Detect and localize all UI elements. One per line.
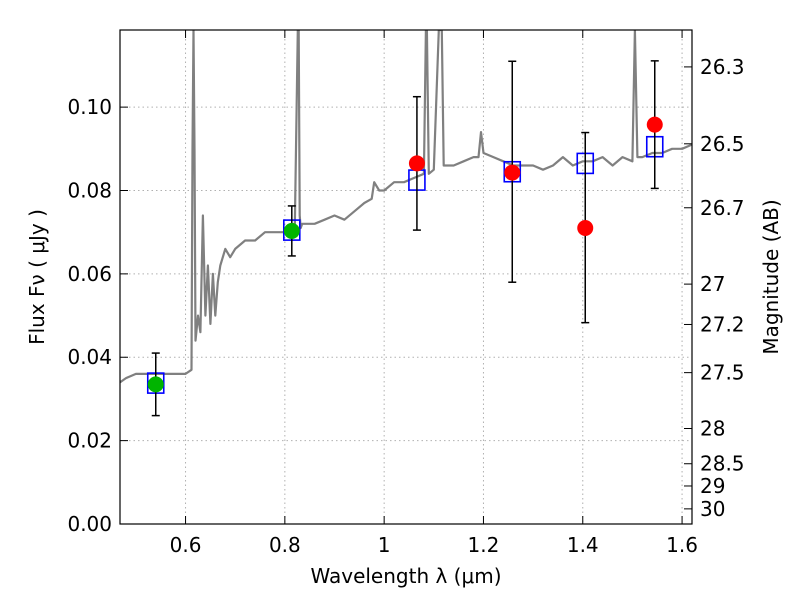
red-point (646, 116, 663, 133)
axis-layer: 0.6 0.8 1 1.2 1.4 1.6 0.00 0.02 0.04 0.06 0.08 0.10… (67, 30, 745, 557)
red-point (504, 164, 521, 181)
plot-frame (119, 29, 693, 525)
y-tick-label: 0.10 (67, 95, 112, 119)
x-tick-label: 0.8 (269, 533, 301, 557)
y-tick-label: 0.08 (67, 178, 112, 202)
grid-layer (120, 30, 692, 525)
model-spectrum-line (120, 30, 692, 384)
y-tick-label: 0.04 (67, 345, 112, 369)
marker-layer (146, 60, 664, 417)
magnitude-tick-label: 26.7 (700, 196, 745, 220)
red-point (408, 155, 425, 172)
magnitude-tick-label: 27.5 (700, 361, 745, 385)
magnitude-tick-label: 26.5 (700, 132, 745, 156)
magnitude-tick-label: 27 (700, 272, 725, 296)
magnitude-axis-label: Magnitude (AB) (759, 199, 783, 354)
red-point (577, 220, 594, 237)
magnitude-tick-label: 30 (700, 497, 725, 521)
plot-layer (120, 30, 692, 384)
x-tick-label: 1 (378, 533, 391, 557)
green-point (283, 222, 300, 239)
x-tick-label: 1.6 (666, 533, 698, 557)
y-tick-label: 0.02 (67, 429, 112, 453)
y-axis-label: Flux Fν ( μJy ) (25, 209, 49, 345)
magnitude-tick-label: 27.2 (700, 312, 745, 336)
magnitude-tick-label: 28 (700, 416, 725, 440)
magnitude-tick-label: 26.3 (700, 55, 745, 79)
magnitude-tick-label: 29 (700, 474, 725, 498)
x-tick-label: 0.6 (170, 533, 202, 557)
x-tick-label: 1.2 (468, 533, 500, 557)
x-axis-label: Wavelength λ (μm) (310, 564, 501, 588)
y-tick-label: 0.00 (67, 512, 112, 536)
x-tick-label: 1.4 (567, 533, 599, 557)
y-tick-label: 0.06 (67, 262, 112, 286)
green-point (147, 376, 164, 393)
magnitude-tick-label: 28.5 (700, 452, 745, 476)
